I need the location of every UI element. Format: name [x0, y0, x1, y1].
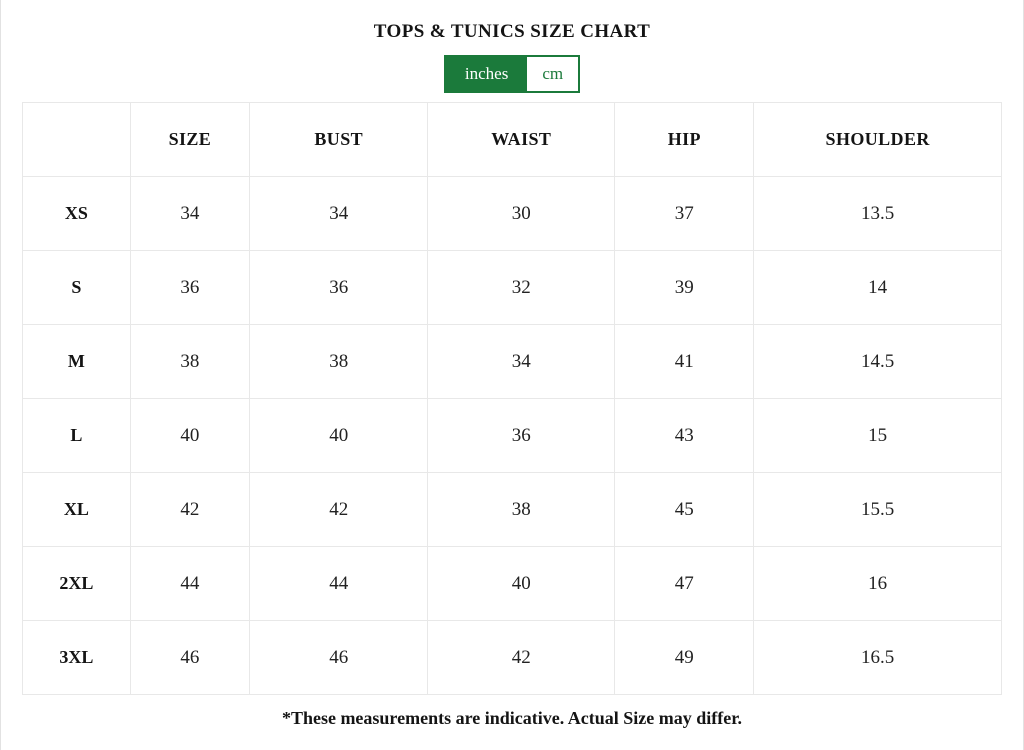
cell-value: 16: [753, 546, 1002, 621]
cell-value: 15: [753, 398, 1002, 473]
cell-value: 30: [427, 176, 616, 251]
unit-toggle: inches cm: [443, 55, 581, 93]
cell-value: 34: [427, 324, 616, 399]
table-row: XS 34 34 30 37 13.5: [22, 176, 1002, 251]
cell-value: 39: [614, 250, 755, 325]
cell-value: 41: [614, 324, 755, 399]
cell-value: 38: [249, 324, 429, 399]
table-row: S 36 36 32 39 14: [22, 250, 1002, 325]
row-label-m: M: [22, 324, 131, 399]
row-label-l: L: [22, 398, 131, 473]
cell-value: 40: [129, 398, 251, 473]
table-header-row: SIZE BUST WAIST HIP SHOULDER: [22, 102, 1002, 177]
size-chart-table: SIZE BUST WAIST HIP SHOULDER XS 34 34 30 37 13.5 S…: [22, 102, 1002, 695]
cell-value: 16.5: [753, 620, 1002, 695]
cell-value: 45: [614, 472, 755, 547]
row-label-xs: XS: [22, 176, 131, 251]
cell-value: 42: [129, 472, 251, 547]
cell-value: 14: [753, 250, 1002, 325]
cell-value: 34: [249, 176, 429, 251]
table-row: M 38 38 34 41 14.5: [22, 324, 1002, 399]
column-header-waist: WAIST: [427, 102, 616, 177]
cell-value: 44: [249, 546, 429, 621]
unit-toggle-cm[interactable]: cm: [527, 57, 579, 91]
column-header-size: SIZE: [129, 102, 251, 177]
row-label-s: S: [22, 250, 131, 325]
column-header-empty: [22, 102, 131, 177]
row-label-xl: XL: [22, 472, 131, 547]
cell-value: 34: [129, 176, 251, 251]
page-title: TOPS & TUNICS SIZE CHART: [373, 21, 651, 42]
cell-value: 15.5: [753, 472, 1002, 547]
cell-value: 14.5: [753, 324, 1002, 399]
cell-value: 13.5: [753, 176, 1002, 251]
column-header-hip: HIP: [614, 102, 755, 177]
cell-value: 42: [249, 472, 429, 547]
row-label-2xl: 2XL: [22, 546, 131, 621]
cell-value: 42: [427, 620, 616, 695]
cell-value: 32: [427, 250, 616, 325]
cell-value: 49: [614, 620, 755, 695]
cell-value: 43: [614, 398, 755, 473]
row-label-3xl: 3XL: [22, 620, 131, 695]
column-header-bust: BUST: [249, 102, 429, 177]
cell-value: 46: [249, 620, 429, 695]
table-row: 2XL 44 44 40 47 16: [22, 546, 1002, 621]
cell-value: 46: [129, 620, 251, 695]
cell-value: 37: [614, 176, 755, 251]
cell-value: 36: [129, 250, 251, 325]
footnote: *These measurements are indicative. Actu…: [281, 708, 743, 728]
cell-value: 47: [614, 546, 755, 621]
cell-value: 38: [427, 472, 616, 547]
cell-value: 38: [129, 324, 251, 399]
cell-value: 40: [427, 546, 616, 621]
table-row: XL 42 42 38 45 15.5: [22, 472, 1002, 547]
cell-value: 36: [249, 250, 429, 325]
table-row: 3XL 46 46 42 49 16.5: [22, 620, 1002, 695]
column-header-shoulder: SHOULDER: [753, 102, 1002, 177]
cell-value: 40: [249, 398, 429, 473]
table-row: L 40 40 36 43 15: [22, 398, 1002, 473]
unit-toggle-inches[interactable]: inches: [445, 57, 528, 91]
cell-value: 44: [129, 546, 251, 621]
cell-value: 36: [427, 398, 616, 473]
